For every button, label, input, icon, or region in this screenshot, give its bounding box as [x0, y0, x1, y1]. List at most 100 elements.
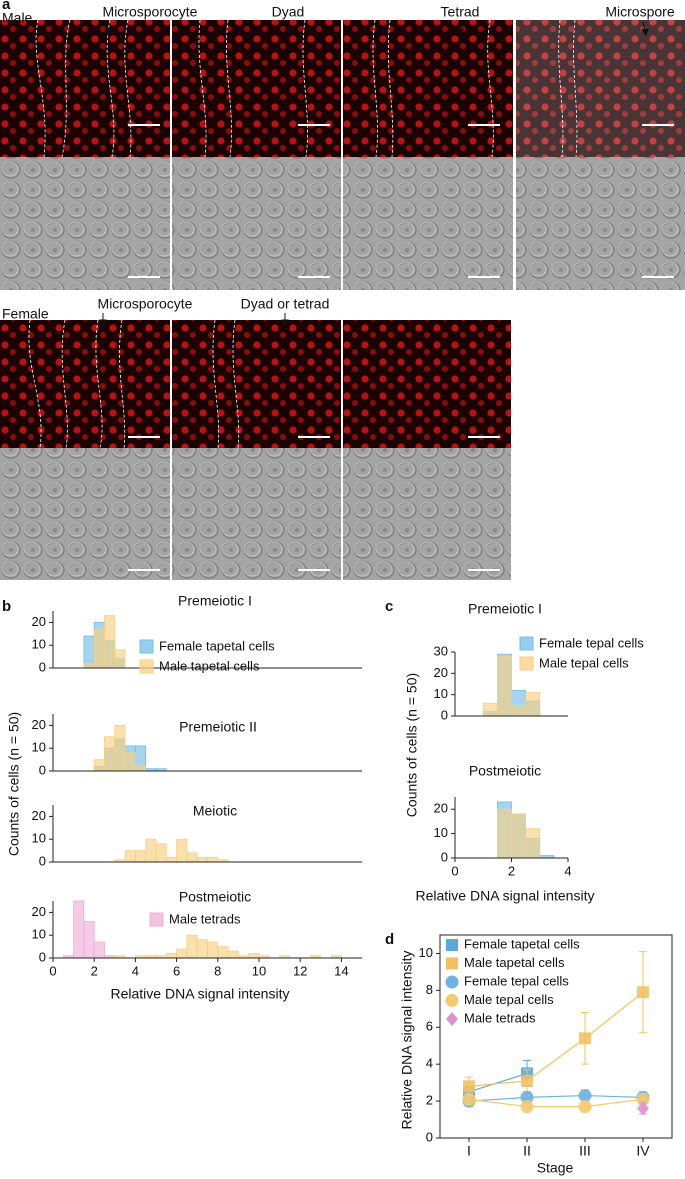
- y-tick-label: 10: [434, 825, 448, 840]
- dic-image: [172, 157, 341, 290]
- histogram-bar: [114, 649, 126, 669]
- histogram-bar: [248, 953, 260, 959]
- legend-swatch: [445, 975, 459, 989]
- stage-arrows: [99, 21, 649, 328]
- x-tick-label: 12: [293, 963, 307, 978]
- histogram-bar: [165, 857, 178, 863]
- series-line: [468, 1072, 528, 1093]
- y-tick-label: 4: [426, 1056, 433, 1071]
- legend-label: Male tetrads: [169, 911, 241, 926]
- histogram-bar: [104, 736, 116, 772]
- legend-label: Male tapetal cells: [464, 955, 565, 970]
- y-tick-label: 8: [426, 982, 433, 997]
- micrographs: [0, 19, 685, 580]
- y-tick-label: 0: [39, 762, 46, 777]
- dic-image: [343, 157, 513, 290]
- histogram-bar: [155, 843, 167, 863]
- x-tick-label: 2: [91, 963, 98, 978]
- histogram-bar: [186, 852, 198, 863]
- stage-label: Microspore: [605, 4, 674, 20]
- histogram-bar: [511, 813, 527, 859]
- x-axis-label: Relative DNA signal intensity: [416, 888, 595, 904]
- y-axis-label: Counts of cells (n = 50): [6, 712, 22, 856]
- marker: [637, 986, 649, 999]
- histogram-bar: [196, 857, 208, 863]
- histogram-bar: [145, 838, 157, 863]
- marker: [578, 1089, 592, 1103]
- x-tick-label: 2: [508, 863, 515, 878]
- panel-label: d: [385, 931, 394, 948]
- chart-title: Premeiotic I: [178, 593, 252, 609]
- histogram-bar: [207, 941, 219, 959]
- histogram-bar: [93, 759, 105, 772]
- legend-swatch: [446, 939, 458, 951]
- marker: [520, 1100, 534, 1114]
- tissue-outline: [28, 19, 578, 449]
- histogram-bar: [176, 838, 188, 863]
- y-tick-label: 0: [39, 659, 46, 674]
- histogram-bar: [104, 615, 116, 669]
- legend-swatch: [446, 957, 458, 970]
- histogram-bar: [83, 921, 95, 959]
- y-tick-label: 10: [32, 927, 46, 942]
- fluorescence-image: [0, 320, 170, 448]
- histogram-bar: [482, 702, 498, 717]
- dic-image: [172, 448, 341, 580]
- stage-label: Tetrad: [441, 4, 480, 20]
- y-tick-label: 6: [426, 1019, 433, 1034]
- histogram-bar: [176, 948, 188, 959]
- scale-bars: [128, 124, 674, 571]
- stage-label: Microsporocyte: [98, 296, 193, 312]
- y-tick-label: 20: [32, 904, 46, 919]
- y-tick-label: 2: [426, 1093, 433, 1108]
- y-tick-label: 20: [32, 717, 46, 732]
- histogram-bar: [165, 953, 178, 959]
- legend-label: Female tapetal cells: [159, 638, 275, 653]
- histogram-bar: [93, 628, 105, 669]
- legend-swatch: [519, 636, 534, 651]
- y-axis-label: Relative DNA signal intensity: [399, 951, 415, 1130]
- x-tick-label: I: [467, 1143, 471, 1159]
- x-tick-label: 6: [173, 963, 180, 978]
- marker: [578, 1100, 592, 1114]
- fluorescence-image: [343, 20, 513, 157]
- panel-label: c: [385, 598, 393, 615]
- fluorescence-image: [172, 320, 341, 448]
- y-tick-label: 0: [39, 949, 46, 964]
- legend-swatch: [139, 659, 154, 674]
- y-tick-label: 0: [39, 853, 46, 868]
- histogram-bar: [134, 850, 147, 863]
- x-tick-label: 4: [564, 863, 571, 878]
- row-label: Male: [2, 10, 33, 26]
- histogram-bar: [525, 828, 541, 859]
- histogram-bar: [93, 941, 105, 959]
- series-line: [468, 1094, 644, 1102]
- series-line: [468, 1098, 644, 1108]
- histogram-bar: [124, 752, 136, 772]
- histogram-bar: [511, 704, 527, 717]
- histogram-bar: [134, 766, 147, 772]
- stage-label: Dyad: [272, 4, 305, 20]
- y-tick-label: 0: [426, 1129, 433, 1144]
- y-tick-label: 30: [434, 643, 448, 658]
- x-tick-label: 10: [252, 963, 266, 978]
- row-label: Female: [2, 306, 49, 322]
- legend-label: Male tepal cells: [464, 992, 554, 1007]
- y-tick-label: 0: [441, 707, 448, 722]
- fluorescence-image: [172, 20, 341, 157]
- dic-image: [0, 157, 170, 290]
- y-tick-label: 10: [419, 945, 433, 960]
- histogram-bar: [496, 808, 512, 859]
- fluorescence-image: [0, 20, 170, 157]
- legend-swatch: [139, 639, 154, 654]
- x-tick-label: 0: [451, 863, 458, 878]
- histogram-bar: [496, 655, 512, 717]
- y-tick-label: 0: [441, 849, 448, 864]
- histogram-bar: [196, 939, 208, 959]
- y-tick-label: 10: [32, 637, 46, 652]
- histogram-bar: [73, 900, 85, 959]
- chart-title: Meiotic: [193, 803, 237, 819]
- y-tick-label: 10: [32, 831, 46, 846]
- histogram-bar: [186, 934, 198, 959]
